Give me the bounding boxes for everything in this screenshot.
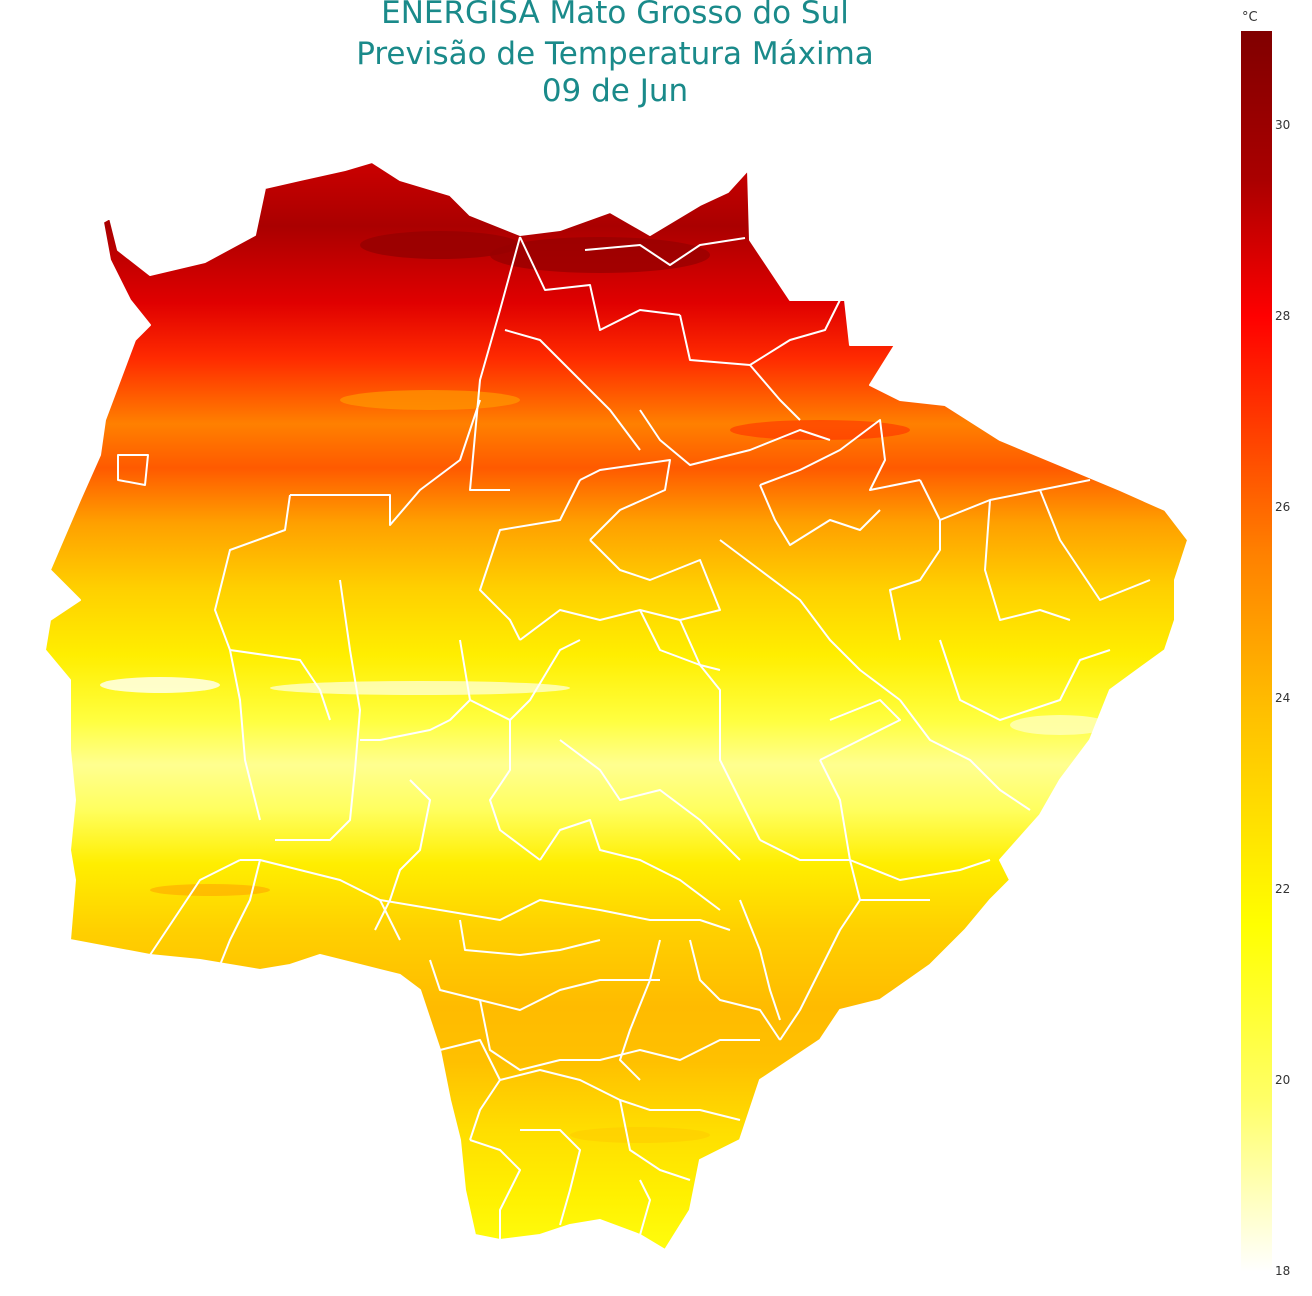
colorbar-unit-label: °C [1242,10,1258,25]
map-title-line3: 09 de Jun [541,73,689,109]
colorbar-tick-label: 28 [1275,309,1291,324]
colorbar-tick-label: 22 [1275,882,1291,897]
map-title-line1: ENERGISA Mato Grosso do Sul [381,0,849,31]
colorbar-tick-label: 26 [1275,500,1291,515]
colorbar-tick-label: 20 [1275,1073,1291,1088]
state-fill [45,162,1188,1250]
colorbar-tick-label: 18 [1275,1264,1291,1278]
temperature-map [44,161,1189,1251]
colorbar-tick-label: 24 [1275,691,1291,706]
municipal-borders [44,161,1189,1251]
map-title-line2: Previsão de Temperatura Máxima [356,36,874,72]
colorbar-tick-label: 30 [1275,118,1291,133]
colorbar [1241,31,1272,1272]
colorbar-gradient [1241,31,1272,1272]
